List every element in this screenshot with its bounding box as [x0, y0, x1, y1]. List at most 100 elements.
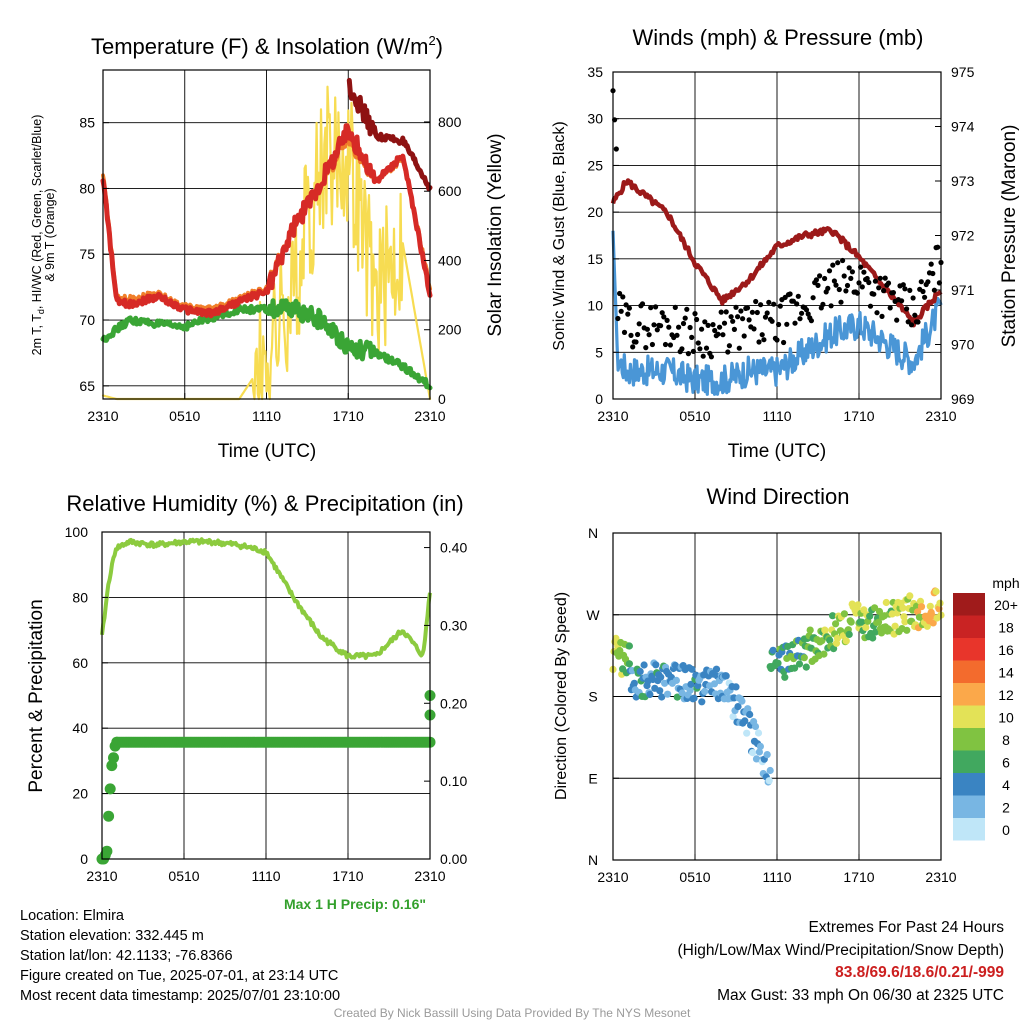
direction-point: [862, 623, 870, 632]
gust-point: [774, 337, 780, 343]
gust-point: [882, 275, 888, 281]
direction-point: [664, 690, 672, 698]
x-tick-label: 1710: [333, 408, 364, 424]
direction-point: [818, 637, 826, 645]
legend-swatch: [953, 683, 985, 706]
gust-point: [843, 288, 849, 294]
y-tick-label: W: [586, 607, 600, 623]
direction-ylabel: Direction (Colored By Speed): [553, 592, 570, 800]
gust-point: [721, 320, 728, 326]
gust-point: [813, 277, 820, 283]
direction-point: [917, 603, 926, 611]
gust-point: [769, 318, 775, 324]
gust-point: [662, 341, 669, 348]
wind-y-ticks: 0 5 10 15 20 25 30 35: [587, 64, 619, 407]
x-tick-label: 2310: [414, 408, 445, 424]
gust-point: [877, 275, 883, 281]
insolation-y-ticks: 0 200 400 600 800: [424, 114, 462, 407]
gust-point: [817, 273, 823, 279]
gust-point: [633, 339, 639, 345]
direction-point: [769, 646, 777, 654]
hi-series-line: [346, 77, 433, 192]
precip-point: [103, 810, 115, 822]
direction-point: [722, 672, 730, 680]
direction-point: [774, 659, 782, 667]
gust-point: [922, 294, 928, 300]
gust-point: [867, 303, 874, 309]
gust-point: [636, 321, 642, 327]
gust-point: [684, 306, 690, 312]
gust-point: [726, 343, 733, 349]
y-tick-label: 100: [65, 524, 89, 540]
gust-point: [694, 316, 700, 323]
precip-y-ticks: 0.00 0.10 0.20 0.30 0.40: [424, 540, 467, 867]
direction-point: [729, 713, 737, 721]
y-tick-label: 25: [587, 157, 603, 173]
gust-point: [908, 322, 915, 328]
direction-title: Wind Direction: [706, 484, 849, 509]
legend-label: 18: [998, 620, 1014, 636]
legend-swatch: [953, 750, 985, 773]
elevation-text: Station elevation: 332.445 m: [20, 928, 204, 944]
gust-point: [736, 345, 742, 351]
gust-point: [676, 324, 682, 330]
gust-point: [902, 286, 908, 292]
legend-label: 12: [998, 687, 1014, 703]
gust-point: [820, 301, 826, 307]
direction-point: [875, 607, 884, 616]
gust-point: [751, 326, 757, 332]
x-tick-label: 1710: [843, 869, 874, 885]
direction-point: [688, 665, 696, 673]
wind-lines: [610, 88, 944, 396]
direction-point: [906, 592, 914, 600]
direction-point: [738, 697, 746, 705]
gust-point: [666, 324, 672, 330]
gust-point: [692, 311, 698, 317]
direction-point: [874, 618, 883, 626]
direction-point: [806, 626, 814, 634]
gust-point: [830, 262, 836, 268]
y-tick-label: 75: [79, 246, 95, 262]
direction-point: [766, 766, 774, 775]
gust-point: [885, 280, 892, 286]
gust-point: [653, 304, 659, 310]
x-tick-label: 1710: [843, 408, 874, 424]
gust-point: [825, 285, 831, 291]
legend-label: 6: [1002, 755, 1010, 771]
extremes-subtitle: (High/Low/Max Wind/Precipitation/Snow De…: [677, 941, 1005, 959]
gust-point: [795, 293, 801, 299]
gust-point: [699, 326, 705, 332]
direction-point: [854, 601, 862, 609]
direction-point: [936, 599, 944, 607]
rh-panel: Relative Humidity (%) & Precipitation (i…: [26, 491, 467, 884]
x-tick-label: 1110: [251, 868, 280, 884]
gust-point: [635, 331, 641, 338]
direction-point: [932, 587, 940, 596]
rh-title: Relative Humidity (%) & Precipitation (i…: [66, 491, 463, 516]
legend-label: 16: [998, 642, 1014, 658]
gust-point: [781, 339, 787, 346]
legend-swatch: [953, 818, 985, 841]
gust-point: [879, 313, 885, 319]
gust-point: [890, 290, 897, 296]
gust-point: [777, 303, 783, 309]
direction-point: [749, 749, 757, 757]
gust-point: [738, 308, 744, 314]
y-tick-label: 30: [587, 111, 603, 127]
direction-point: [678, 689, 686, 697]
gust-point: [735, 314, 741, 320]
temperature-panel: Temperature (F) & Insolation (W/m2) 65 70…: [30, 33, 506, 462]
y2-tick-label: 973: [951, 173, 975, 189]
direction-point: [657, 673, 665, 681]
gust-point: [628, 332, 634, 338]
gust-point: [702, 319, 708, 325]
credit-text: Created By Nick Bassill Using Data Provi…: [333, 1006, 691, 1020]
gust-point: [794, 301, 800, 307]
y-tick-label: 35: [587, 64, 603, 80]
direction-point: [877, 629, 886, 637]
legend-label: 2: [1002, 800, 1010, 816]
gust-point: [674, 332, 680, 338]
legend-label: 0: [1002, 822, 1010, 838]
gust-point: [784, 321, 790, 327]
